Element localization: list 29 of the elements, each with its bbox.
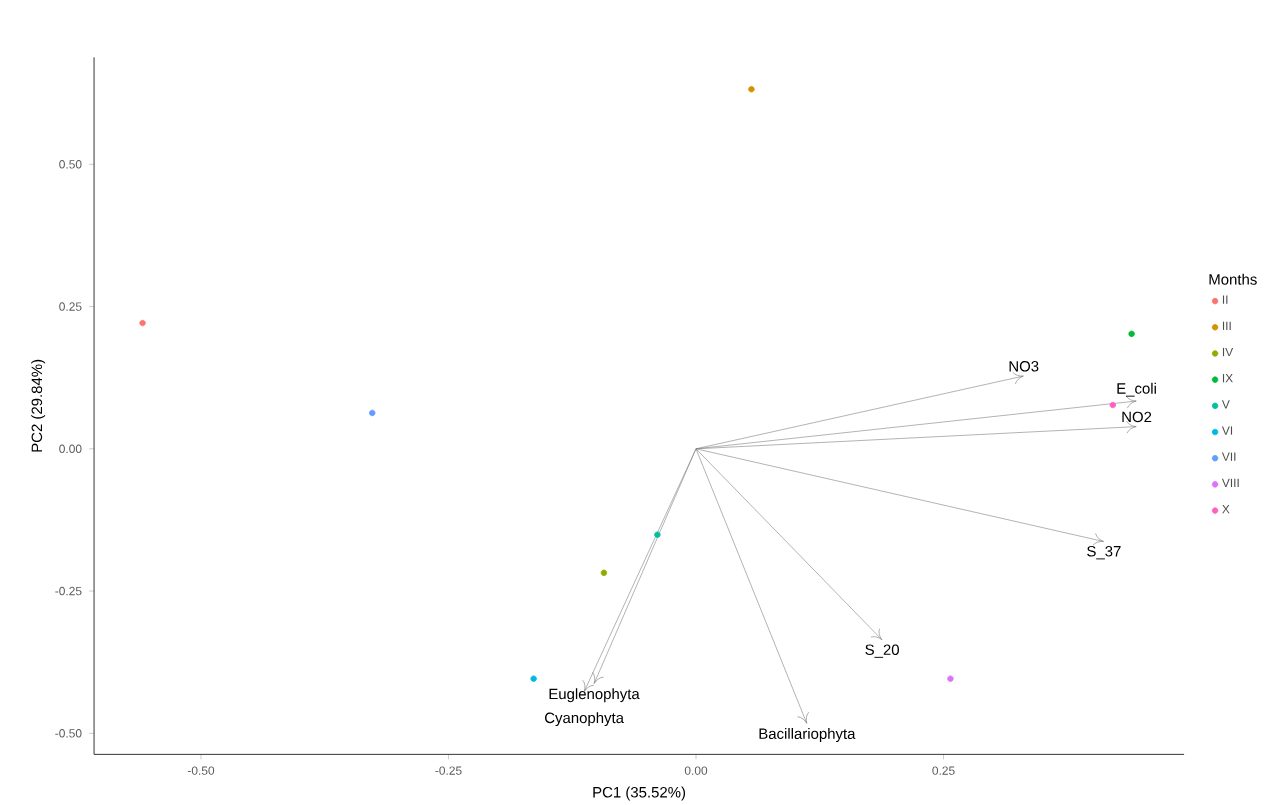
series-label: NO2 [1122,411,1152,423]
series-label: Cyanophyta [545,712,624,727]
legend-label: VIII [1221,478,1239,488]
x-tick-label: -0.25 [435,766,462,775]
y-tick-label: -0.25 [55,586,82,596]
legend-label: II [1222,295,1228,304]
y-axis-title: PC2 (29.84%) [31,359,46,452]
series-label: S_37 [1087,545,1121,560]
series-label: Euglenophyta [549,688,640,703]
series-label: NO3 [1009,361,1039,372]
x-tick-label: 0.25 [932,766,955,775]
legend-label: IX [1222,374,1233,383]
x-axis-title: PC1 (35.52%) [593,786,686,801]
series-label: Bacillariophyta [759,728,856,742]
legend-label: VII [1221,452,1236,461]
legend-label: VI [1221,426,1233,435]
y-tick-label: 0.00 [59,444,82,454]
y-tick-label: 0.25 [59,302,82,311]
x-tick-label: -0.50 [187,766,215,775]
series-label: S_20 [865,644,899,658]
y-tick-label: 0.50 [59,160,82,169]
legend-label: V [1221,400,1230,409]
series-label: E_coli [1117,382,1156,397]
x-tick-label: 0.00 [684,766,708,775]
legend-title: Months [1209,273,1257,285]
legend-label: IV [1222,347,1234,357]
y-tick-label: -0.50 [55,729,82,738]
legend-label: III [1222,321,1231,330]
legend-label: X [1222,504,1230,514]
